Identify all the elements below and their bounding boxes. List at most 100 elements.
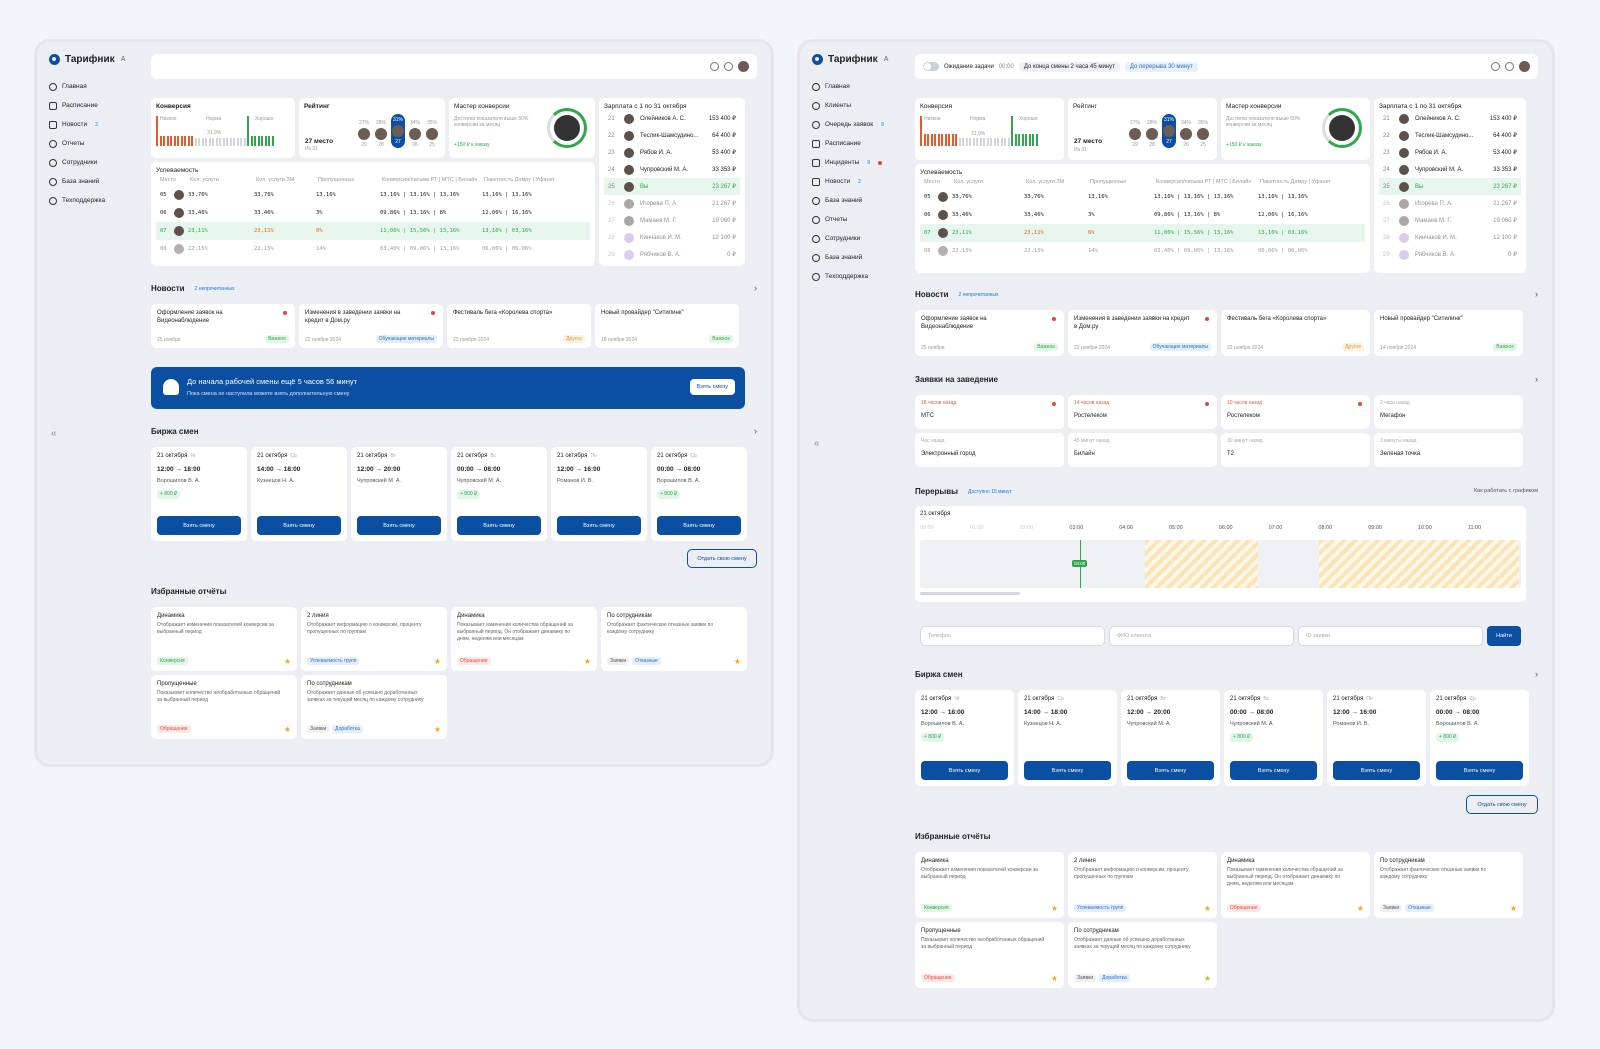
report-card[interactable]: 2 линия Отображает информацию о конверсии…: [301, 607, 447, 671]
sidebar-item-schedule[interactable]: Расписание: [49, 96, 137, 115]
request-card[interactable]: 2 часа назад Мегафон: [1374, 395, 1523, 429]
take-shift-button[interactable]: Взять смену: [257, 516, 341, 535]
sidebar-item-support[interactable]: Техподдержка: [812, 267, 900, 286]
salary-row[interactable]: 22 Теслик-Шамсудино... 64 400 ₽: [1379, 127, 1521, 144]
performance-row[interactable]: 08 22,15% 22,15% 14% 03,40% | 09,06% | 13,16…: [920, 242, 1365, 260]
favorite-star-icon[interactable]: ★: [433, 657, 441, 666]
salary-row[interactable]: 23 Рябов И. А. 53 400 ₽: [1379, 144, 1521, 161]
shifts-next-icon[interactable]: ›: [1535, 669, 1538, 679]
break-slot[interactable]: [1145, 540, 1258, 588]
salary-row[interactable]: 27 Мамаев М. Г. 19 060 ₽: [1379, 212, 1521, 229]
report-card[interactable]: Пропущенные Показывает количество необраб…: [915, 922, 1064, 988]
salary-row[interactable]: 25 Вы 23 267 ₽: [1379, 178, 1521, 195]
news-card[interactable]: Новый провайдер "Ситилинк" 14 ноября 2024…: [1374, 310, 1523, 356]
salary-row[interactable]: 24 Чупровский М. А. 33 353 ₽: [1379, 161, 1521, 178]
request-card[interactable]: 14 часов назад Ростелеком: [1068, 395, 1217, 429]
sidebar-item-employees[interactable]: Сотрудники: [812, 229, 900, 248]
performance-row[interactable]: 05 33,76% 33,76% 13,16% 13,16% | 13,16% | 13…: [920, 188, 1365, 206]
sidebar-item-employees[interactable]: Сотрудники: [49, 153, 137, 172]
avatar[interactable]: [738, 61, 749, 72]
salary-row[interactable]: 21 Олейников А. С. 153 400 ₽: [604, 110, 740, 127]
report-card[interactable]: Динамика Показывает изменения количества …: [1221, 852, 1370, 918]
news-next-icon[interactable]: ›: [1535, 289, 1538, 299]
sidebar-item-reports[interactable]: Отчеты: [49, 134, 137, 153]
favorite-star-icon[interactable]: ★: [733, 657, 741, 666]
sidebar-item-news[interactable]: Новости 2: [812, 172, 900, 191]
news-card[interactable]: Изменения в заведении заявки на кредит в…: [299, 304, 443, 348]
mic-icon[interactable]: [1491, 62, 1500, 71]
find-button[interactable]: Найти: [1487, 626, 1521, 646]
performance-row[interactable]: 06 33,46% 33,46% 3% 09,86% | 13,16% | 8% 12,0…: [920, 206, 1365, 224]
news-card[interactable]: Оформление заявок на Видеонаблюдение 25 н…: [915, 310, 1064, 356]
news-card[interactable]: Новый провайдер "Ситилинк" 18 ноября 2024…: [595, 304, 739, 348]
favorite-star-icon[interactable]: ★: [1509, 904, 1517, 913]
master-card[interactable]: Мастер конверсии Достигни показателя выш…: [449, 98, 595, 158]
favorite-star-icon[interactable]: ★: [1356, 904, 1364, 913]
request-card[interactable]: 3 минуты назад Зеленая точка: [1374, 433, 1523, 467]
conversion-card[interactable]: Конверсия 31,9% Низкое Норма Хорошо: [151, 98, 295, 158]
performance-row[interactable]: 07 23,11% 23,11% 6% 11,06% | 15,56% | 13,16%…: [920, 224, 1365, 242]
request-card[interactable]: 10 часов назад Ростелеком: [1221, 395, 1370, 429]
sidebar-item-reports[interactable]: Отчеты: [812, 210, 900, 229]
favorite-star-icon[interactable]: ★: [1203, 974, 1211, 983]
favorite-star-icon[interactable]: ★: [583, 657, 591, 666]
notification-icon[interactable]: [724, 62, 733, 71]
take-shift-button[interactable]: Взять смену: [557, 516, 641, 535]
performance-card[interactable]: Успеваемость Место Кол. услуги Кол. услуги…: [915, 164, 1370, 273]
take-shift-button[interactable]: Взять смену: [1230, 761, 1317, 780]
salary-row[interactable]: 29 Рябчиков В. А. 0 ₽: [1379, 246, 1521, 263]
salary-row[interactable]: 26 Игорева П. А. 21 267 ₽: [604, 195, 740, 212]
sidebar-item-knowledge-top[interactable]: База знаний: [812, 191, 900, 210]
report-card[interactable]: 2 линия Отображает информацию о конверсии…: [1068, 852, 1217, 918]
salary-row[interactable]: 27 Мамаев М. Г. 19 060 ₽: [604, 212, 740, 229]
report-card[interactable]: Динамика Отображает изменения показателей…: [151, 607, 297, 671]
news-card[interactable]: Фестиваль бега «Королева спорта» 22 ноябр…: [1221, 310, 1370, 356]
performance-row[interactable]: 08 22,15% 22,15% 14% 03,40% | 09,06% | 13,16…: [156, 240, 590, 258]
take-shift-button[interactable]: Взять смену: [357, 516, 441, 535]
favorite-star-icon[interactable]: ★: [1050, 904, 1058, 913]
take-shift-button[interactable]: Взять смену: [1127, 761, 1214, 780]
sidebar-item-news[interactable]: Новости 2: [49, 115, 137, 134]
banner-take-shift-button[interactable]: Взять смену: [689, 379, 735, 395]
report-card[interactable]: Динамика Отображает изменения показателей…: [915, 852, 1064, 918]
sidebar-item-clients[interactable]: Клиенты: [812, 96, 900, 115]
favorite-star-icon[interactable]: ★: [1050, 974, 1058, 983]
performance-row[interactable]: 05 33,76% 33,76% 13,16% 13,16% | 13,16% | 13…: [156, 186, 590, 204]
client-name-input[interactable]: ФИО клиента: [1109, 626, 1294, 646]
requests-next-icon[interactable]: ›: [1535, 374, 1538, 384]
performance-card[interactable]: Успеваемость Место Кол. услуги Кол. услуги…: [151, 162, 595, 266]
salary-row[interactable]: 26 Игорева П. А. 21 267 ₽: [1379, 195, 1521, 212]
salary-row[interactable]: 24 Чупровский М. А. 33 353 ₽: [604, 161, 740, 178]
phone-search-input[interactable]: Телефон: [920, 626, 1105, 646]
salary-row[interactable]: 29 Рябчиков В. А. 0 ₽: [604, 246, 740, 263]
take-shift-button[interactable]: Взять смену: [157, 516, 241, 535]
news-next-icon[interactable]: ›: [754, 283, 757, 293]
report-card[interactable]: По сотрудникам Отображает данные об успеш…: [301, 675, 447, 739]
avatar[interactable]: [1519, 61, 1530, 72]
give-shift-button[interactable]: Отдать свою смену: [687, 549, 757, 568]
mic-icon[interactable]: [710, 62, 719, 71]
sidebar-item-incidents[interactable]: Инциденты 9: [812, 153, 900, 172]
wait-toggle[interactable]: [923, 62, 939, 71]
favorite-star-icon[interactable]: ★: [283, 657, 291, 666]
request-card[interactable]: 18 часов назад МТС: [915, 395, 1064, 429]
take-shift-button[interactable]: Взять смену: [1333, 761, 1420, 780]
salary-row[interactable]: 28 Кинчаков И. М. 12 100 ₽: [1379, 229, 1521, 246]
report-card[interactable]: По сотрудникам Отображает фактические отк…: [1374, 852, 1523, 918]
salary-row[interactable]: 28 Кинчаков И. М. 12 100 ₽: [604, 229, 740, 246]
salary-card[interactable]: Зарплата с 1 по 31 октября 21 Олейников А…: [599, 98, 745, 266]
sidebar-item-schedule[interactable]: Расписание: [812, 134, 900, 153]
bell-icon[interactable]: [1505, 62, 1514, 71]
collapse-sidebar-button[interactable]: «: [814, 438, 820, 449]
app-logo[interactable]: Тарифник A: [49, 54, 137, 65]
performance-row[interactable]: 06 33,46% 33,46% 3% 09,86% | 13,16% | 8% 12,0…: [156, 204, 590, 222]
request-card[interactable]: Час назад Электронный город: [915, 433, 1064, 467]
sidebar-item-queue[interactable]: Очередь заявок 9: [812, 115, 900, 134]
collapse-sidebar-button[interactable]: «: [51, 428, 57, 439]
request-id-input[interactable]: ID заявки: [1298, 626, 1483, 646]
take-shift-button[interactable]: Взять смену: [1024, 761, 1111, 780]
take-shift-button[interactable]: Взять смену: [1436, 761, 1523, 780]
salary-row[interactable]: 23 Рябов И. А. 53 400 ₽: [604, 144, 740, 161]
report-card[interactable]: Пропущенные Показывает количество необраб…: [151, 675, 297, 739]
request-card[interactable]: 30 минут назад Т2: [1221, 433, 1370, 467]
